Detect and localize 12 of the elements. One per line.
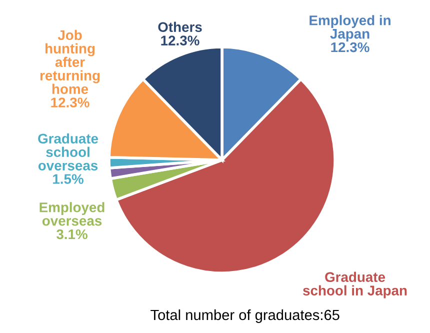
data-label: 1.5% bbox=[53, 174, 84, 184]
data-label: 12.3% bbox=[161, 36, 200, 46]
slice-label: Others bbox=[158, 22, 202, 32]
slice-label: Employed in Japan bbox=[310, 15, 390, 42]
text: Total number of graduates:65 bbox=[150, 309, 340, 324]
slice-label: Employed overseas bbox=[40, 202, 104, 226]
data-label: 12.3% bbox=[51, 98, 90, 108]
slice-label: Job hunting after returning home bbox=[40, 30, 100, 94]
data-label: 12.3% bbox=[331, 42, 370, 52]
slice-label: Graduate school in Japan bbox=[303, 272, 407, 298]
data-label: 3.1% bbox=[56, 229, 88, 240]
slice-label: Graduate school overseas bbox=[38, 133, 98, 170]
